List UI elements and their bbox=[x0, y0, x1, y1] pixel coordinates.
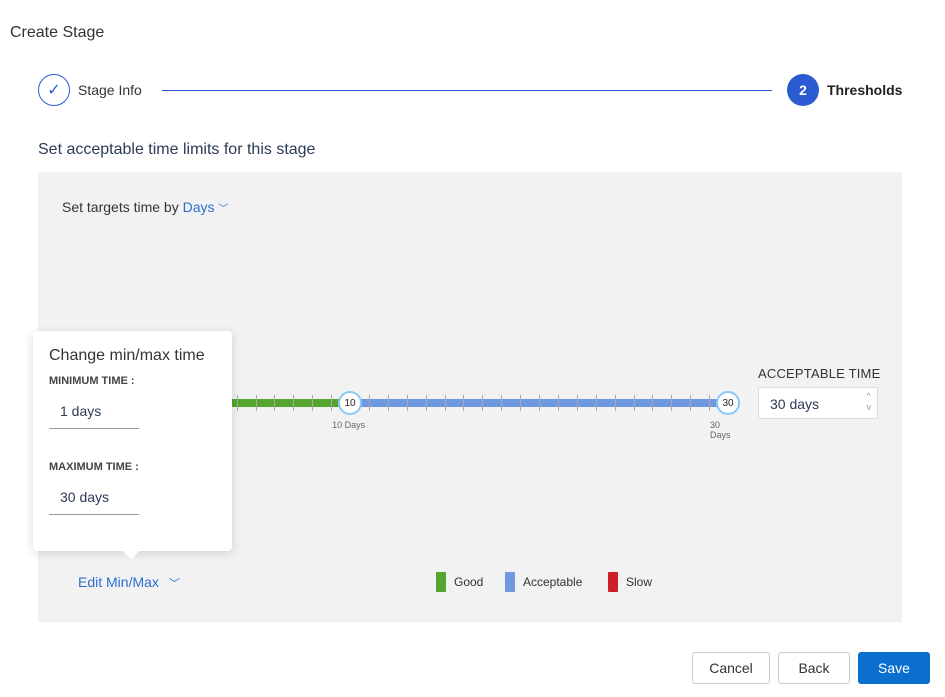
slider-tick bbox=[255, 395, 257, 411]
popover-title: Change min/max time bbox=[49, 347, 205, 364]
step-stage-info[interactable]: Stage Info bbox=[78, 82, 142, 98]
slider-tick bbox=[690, 395, 692, 411]
save-button[interactable]: Save bbox=[858, 652, 930, 684]
slider-handle-label: 10 Days bbox=[332, 420, 366, 430]
edit-minmax-button[interactable]: Edit Min/Max ﹀ bbox=[78, 574, 180, 591]
legend-acceptable: Acceptable bbox=[505, 572, 582, 592]
spin-down[interactable]: v bbox=[866, 402, 872, 412]
minmax-popover: Change min/max time MINIMUM TIME : 1 day… bbox=[33, 331, 232, 560]
page-title: Create Stage bbox=[10, 24, 105, 41]
section-heading: Set acceptable time limits for this stag… bbox=[38, 141, 316, 158]
slider-tick bbox=[595, 395, 597, 411]
step-number-badge: 2 bbox=[787, 74, 819, 106]
acceptable-time-input[interactable]: 30 days ^ v bbox=[758, 387, 878, 419]
max-time-input[interactable]: 30 days bbox=[49, 489, 139, 515]
targets-unit-selector: Set targets time by Days ﹀ bbox=[62, 199, 228, 215]
slider-tick bbox=[709, 395, 711, 411]
legend-label: Good bbox=[454, 575, 484, 589]
step-complete-check-icon[interactable]: ✓ bbox=[38, 74, 70, 106]
step-connector bbox=[162, 90, 772, 91]
slider-tick bbox=[293, 395, 295, 411]
step-thresholds: Thresholds bbox=[827, 82, 903, 98]
targets-label: Set targets time by bbox=[62, 199, 179, 215]
spinner-icon[interactable]: ^ v bbox=[867, 391, 872, 413]
legend-swatch bbox=[505, 572, 515, 592]
slider-tick bbox=[482, 395, 484, 411]
good-range bbox=[180, 399, 351, 407]
slider-tick bbox=[331, 395, 333, 411]
slider-tick bbox=[463, 395, 465, 411]
chevron-down-icon: ﹀ bbox=[168, 578, 180, 590]
slider-tick bbox=[539, 395, 541, 411]
unit-dropdown[interactable]: Days ﹀ bbox=[183, 199, 229, 215]
slider-tick bbox=[576, 395, 578, 411]
legend-label: Acceptable bbox=[523, 575, 583, 589]
slider-tick bbox=[614, 395, 616, 411]
legend-good: Good bbox=[436, 572, 483, 592]
acceptable-time-value: 30 days bbox=[770, 396, 820, 412]
slider-tick bbox=[444, 395, 446, 411]
slider-handle[interactable]: 10 bbox=[338, 391, 363, 415]
min-time-label: MINIMUM TIME : bbox=[49, 375, 135, 387]
slider-tick bbox=[501, 395, 503, 411]
threshold-slider[interactable]: 10 10 Days 30 30 Days bbox=[180, 391, 740, 440]
slider-tick bbox=[425, 395, 427, 411]
unit-value: Days bbox=[182, 199, 215, 215]
slider-handle-label: 30 Days bbox=[710, 420, 731, 440]
min-time-input[interactable]: 1 days bbox=[49, 403, 139, 429]
slider-tick bbox=[368, 395, 370, 411]
slider-tick bbox=[274, 395, 276, 411]
edit-minmax-label: Edit Min/Max bbox=[78, 574, 159, 590]
spin-up[interactable]: ^ bbox=[866, 391, 871, 401]
slider-tick bbox=[520, 395, 522, 411]
acceptable-range bbox=[350, 399, 728, 407]
cancel-button[interactable]: Cancel bbox=[692, 652, 770, 684]
slider-handle[interactable]: 30 bbox=[716, 391, 740, 415]
slider-tick bbox=[652, 395, 654, 411]
max-time-label: MAXIMUM TIME : bbox=[49, 461, 139, 473]
legend-label: Slow bbox=[626, 575, 653, 589]
legend-swatch bbox=[608, 572, 618, 592]
slider-tick bbox=[671, 395, 673, 411]
slider-tick bbox=[406, 395, 408, 411]
legend-slow: Slow bbox=[608, 572, 652, 592]
chevron-down-icon: ﹀ bbox=[218, 204, 229, 215]
acceptable-time-label: ACCEPTABLE TIME bbox=[758, 366, 881, 381]
slider-tick bbox=[633, 395, 635, 411]
slider-tick bbox=[236, 395, 238, 411]
slider-tick bbox=[312, 395, 314, 411]
slider-tick bbox=[557, 395, 559, 411]
slider-tick bbox=[387, 395, 389, 411]
legend-swatch bbox=[436, 572, 446, 592]
back-button[interactable]: Back bbox=[778, 652, 850, 684]
